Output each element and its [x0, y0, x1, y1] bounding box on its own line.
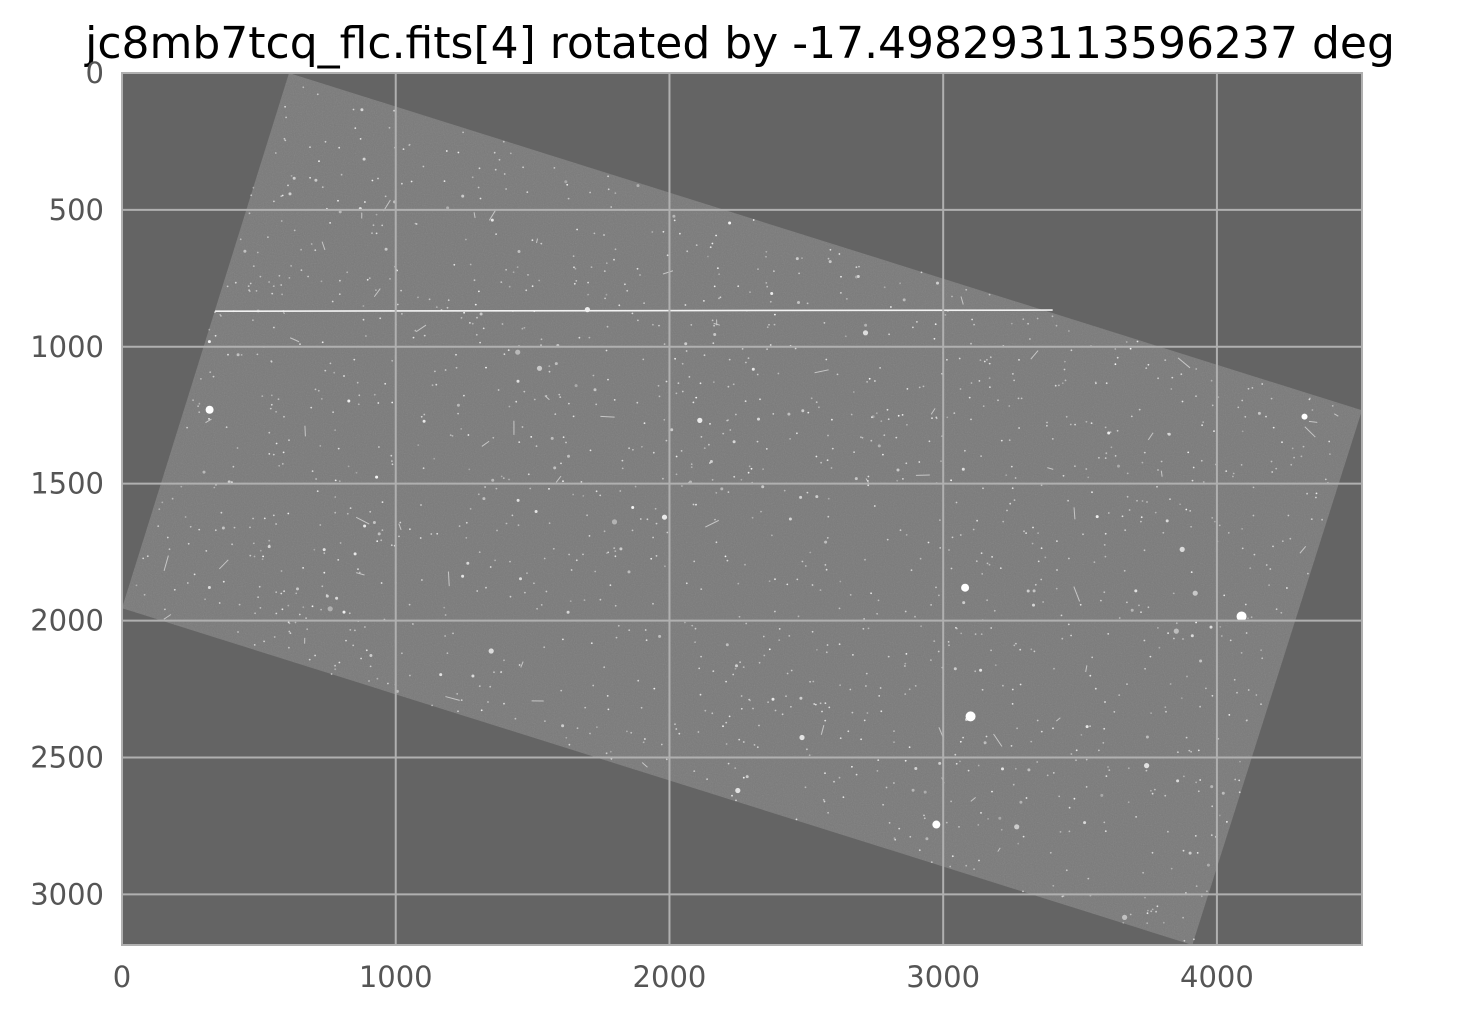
y-axis: 0 500 1000 1500 2000 2500 3000: [30, 56, 104, 911]
y-tick-label: 1500: [30, 467, 104, 501]
x-tick-label: 4000: [1180, 960, 1254, 994]
plot-area: [121, 72, 1363, 946]
y-tick-label: 2500: [30, 740, 104, 774]
bright-source: [961, 583, 970, 592]
y-tick-label: 2000: [30, 604, 104, 638]
bright-source: [932, 820, 941, 829]
x-tick-label: 1000: [359, 960, 433, 994]
x-axis: 0 1000 2000 3000 4000: [113, 960, 1254, 994]
x-tick-label: 0: [113, 960, 131, 994]
image-noise: [122, 73, 1362, 945]
x-tick-label: 2000: [633, 960, 707, 994]
bright-source: [205, 405, 214, 414]
bright-source: [965, 711, 976, 722]
y-tick-label: 1000: [30, 330, 104, 364]
y-tick-label: 3000: [30, 877, 104, 911]
y-tick-label: 0: [86, 56, 104, 90]
y-tick-label: 500: [49, 193, 104, 227]
plot-frame: [121, 72, 1363, 946]
chart-title: jc8mb7tcq_flc.fits[4] rotated by -17.498…: [84, 18, 1395, 69]
satellite-trail: [215, 309, 1053, 312]
bright-source: [1301, 413, 1308, 420]
x-tick-label: 3000: [906, 960, 980, 994]
source-speckles: [135, 86, 1339, 942]
bright-source: [1236, 611, 1247, 622]
